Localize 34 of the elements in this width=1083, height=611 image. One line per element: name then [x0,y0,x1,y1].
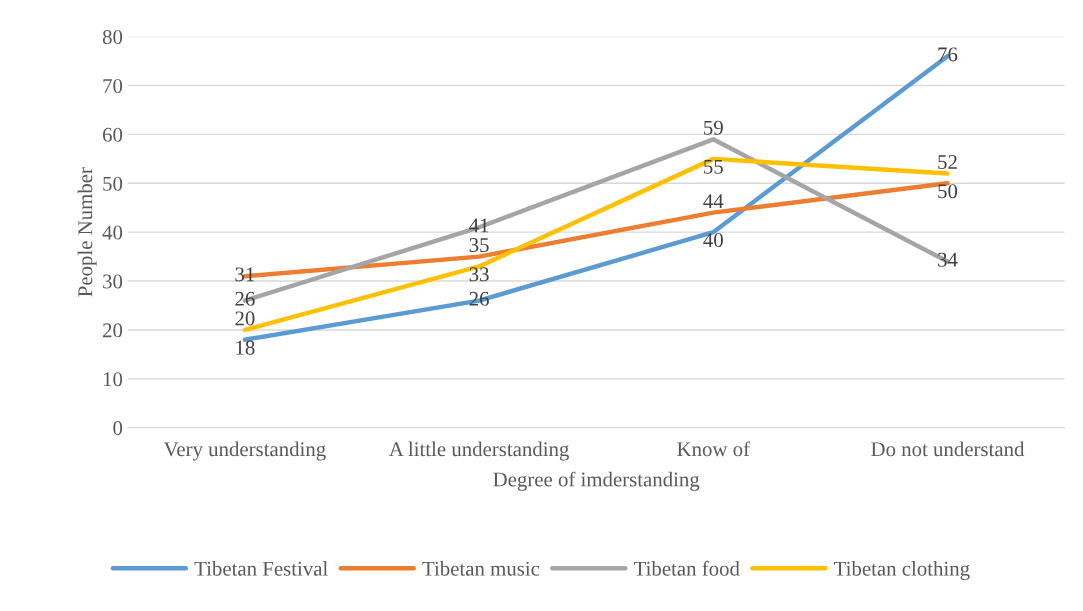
data-label: 76 [938,47,958,62]
y-tick-label: 30 [103,274,123,289]
data-label: 44 [703,194,724,208]
data-label: 34 [938,252,958,267]
y-axis-title: People Number [77,167,97,297]
data-label: 33 [469,267,489,282]
y-tick-label: 40 [102,225,123,240]
data-label: 59 [704,120,723,135]
data-label: 26 [235,291,255,306]
y-tick-label: 80 [102,30,123,45]
data-label: 20 [235,311,255,326]
legend-label: Tibetan Festival [194,561,328,576]
y-tick-label: 0 [113,421,123,436]
y-tick-label: 60 [102,127,123,142]
data-label: 50 [938,184,958,199]
legend-label: Tibetan clothing [834,561,970,581]
data-label: 18 [236,340,255,355]
x-tick-label: A little understanding [389,441,569,461]
legend-label: Tibetan music [422,561,540,576]
x-tick-label: Know of [677,441,751,457]
x-tick-label: Do not understand [871,441,1025,457]
y-tick-label: 50 [103,176,123,191]
data-label: 31 [235,267,255,282]
data-label: 40 [703,233,723,248]
x-axis-title: Degree of imderstanding [493,471,700,491]
data-label: 52 [938,155,957,170]
data-label: 41 [469,218,489,233]
data-label: 55 [704,159,723,174]
y-tick-label: 10 [103,372,123,387]
y-tick-label: 70 [103,78,123,93]
y-tick-label: 20 [103,323,123,338]
x-tick-label: Very understanding [163,441,326,461]
legend-label: Tibetan food [634,560,740,576]
data-label: 35 [469,238,489,253]
